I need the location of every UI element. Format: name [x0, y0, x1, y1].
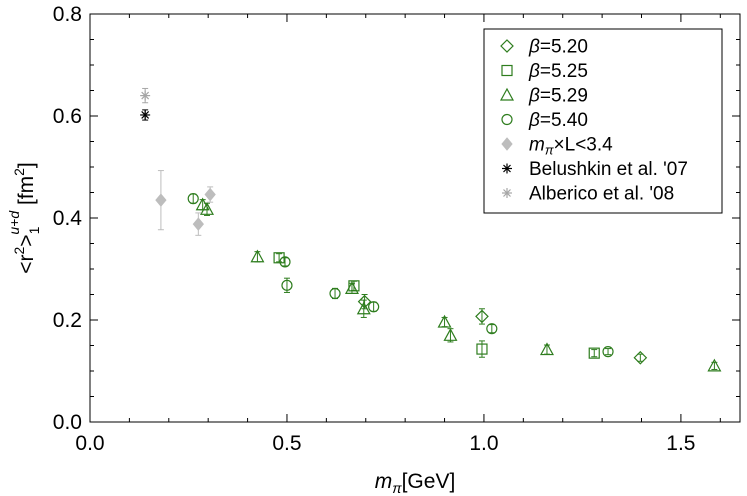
data-point [195, 197, 210, 211]
series-small [155, 170, 216, 236]
x-axis-label: mπ[GeV] [375, 470, 456, 496]
data-point [199, 202, 215, 215]
x-tick-label: 0.5 [272, 432, 301, 455]
data-point [279, 256, 291, 268]
y-axis-label-pre: <r [15, 254, 38, 273]
legend-marker-b540 [501, 113, 513, 126]
data-point [348, 280, 360, 292]
data-point [368, 301, 380, 313]
data-point [443, 328, 458, 341]
legend-label-b540: β=5.40 [528, 110, 588, 131]
y-tick-label: 0.2 [53, 309, 82, 332]
legend-label-b525: β=5.25 [528, 61, 588, 82]
legend-box [483, 28, 723, 214]
data-point [192, 217, 204, 231]
y-axis-label: <r2>1u+d [fm2] [6, 162, 42, 274]
y-axis-label-sup2: u+d [6, 210, 22, 235]
legend-label-b520: β=5.20 [528, 37, 588, 58]
x-tick-label: 1.0 [469, 432, 498, 455]
legend-label-alb: Alberico et al. '08 [529, 184, 674, 205]
data-point [187, 193, 199, 205]
data-marks [140, 87, 722, 372]
data-point [633, 350, 648, 365]
y-axis-label-unit-close: ] [15, 162, 38, 168]
data-point [539, 342, 554, 356]
y-axis-label-sub: 1 [26, 226, 42, 234]
data-point [344, 281, 359, 294]
data-point [140, 109, 151, 120]
data-point [155, 193, 167, 207]
data-point [476, 343, 488, 355]
legend-label-small: mπ×L<3.4 [529, 135, 613, 158]
legend-label-b529: β=5.29 [528, 86, 588, 107]
data-point [357, 294, 372, 309]
x-tick-label: 1.5 [666, 432, 695, 455]
series-alb [140, 87, 151, 104]
y-tick-label: 0.4 [53, 207, 83, 230]
series-b520 [357, 294, 648, 365]
x-axis-label-unit: [GeV] [402, 470, 456, 493]
y-axis-label-unit: [fm [15, 176, 38, 211]
data-point [602, 346, 614, 358]
legend-marker-small [501, 137, 513, 151]
y-axis-label-post: > [15, 234, 38, 246]
x-axis-label-var: m [375, 470, 393, 493]
y-tick-label: 0.0 [53, 411, 82, 434]
y-tick-label: 0.6 [53, 105, 82, 128]
series-b540 [187, 193, 614, 358]
data-point [356, 301, 371, 315]
axis-ticks: 0.0 0.5 1.0 1.5 0.0 0.2 0.4 0.6 0.8 [53, 3, 740, 455]
data-point [250, 249, 265, 263]
legend-marker-b529 [499, 87, 515, 101]
data-point [281, 279, 293, 291]
data-point [707, 358, 722, 372]
legend-label-bel: Belushkin et al. '07 [529, 159, 688, 180]
legend-marker-b525 [501, 64, 513, 77]
y-axis-label-sup: 2 [11, 246, 27, 254]
legend-marker-b520 [500, 39, 514, 53]
data-point [588, 347, 600, 359]
series-bel [140, 109, 151, 121]
data-point [329, 287, 341, 300]
data-point [475, 309, 489, 324]
series-b529 [195, 197, 722, 372]
x-tick-label: 0.0 [75, 432, 104, 455]
series-b525 [273, 252, 600, 359]
legend-marker-alb [502, 188, 512, 198]
y-tick-label: 0.8 [53, 3, 82, 26]
data-point [140, 90, 151, 101]
data-point [486, 323, 498, 335]
data-point [204, 187, 216, 202]
x-axis-label-sub: π [392, 480, 402, 496]
data-point [437, 314, 452, 328]
legend: β=5.20 β=5.25 β=5.29 β=5.40 mπ×L<3.4Belushki… [483, 28, 723, 214]
y-axis-label-unit-sup: 2 [11, 168, 27, 176]
legend-marker-bel [502, 163, 512, 174]
